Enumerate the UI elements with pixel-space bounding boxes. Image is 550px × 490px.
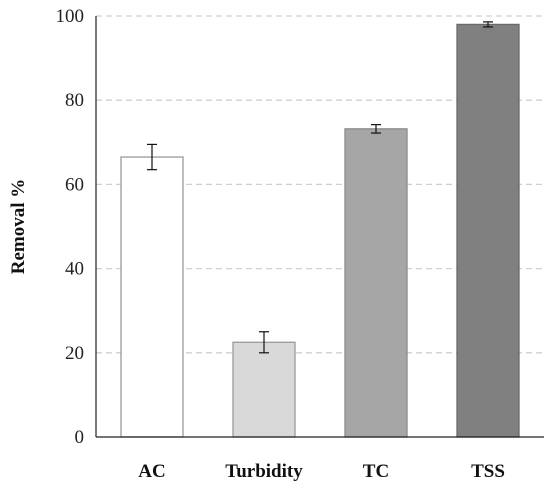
error-bar-tc — [371, 124, 381, 134]
x-category-label-ac: AC — [138, 461, 165, 482]
x-category-labels: AC Turbidity TC TSS — [138, 461, 505, 482]
y-tick-label-40: 40 — [65, 259, 84, 280]
bar-tss — [456, 23, 520, 438]
y-axis-title: Removal % — [8, 179, 29, 275]
x-category-label-tc: TC — [363, 461, 389, 482]
x-category-label-turbidity: Turbidity — [225, 461, 303, 482]
y-tick-label-60: 60 — [65, 174, 84, 195]
y-tick-labels: 0 20 40 60 80 100 — [56, 6, 85, 448]
error-bar-tss — [483, 21, 493, 28]
error-bar-turbidity — [259, 331, 269, 354]
y-tick-label-20: 20 — [65, 343, 84, 364]
error-bar-ac — [147, 143, 157, 171]
y-tick-label-0: 0 — [75, 427, 85, 448]
y-tick-label-80: 80 — [65, 90, 84, 111]
bar-tc — [344, 128, 408, 438]
bar-ac — [120, 156, 184, 438]
bar-turbidity — [232, 341, 296, 438]
error-bars — [147, 21, 493, 354]
bars — [120, 23, 520, 438]
x-category-label-tss: TSS — [471, 461, 505, 482]
y-tick-label-100: 100 — [56, 6, 85, 27]
